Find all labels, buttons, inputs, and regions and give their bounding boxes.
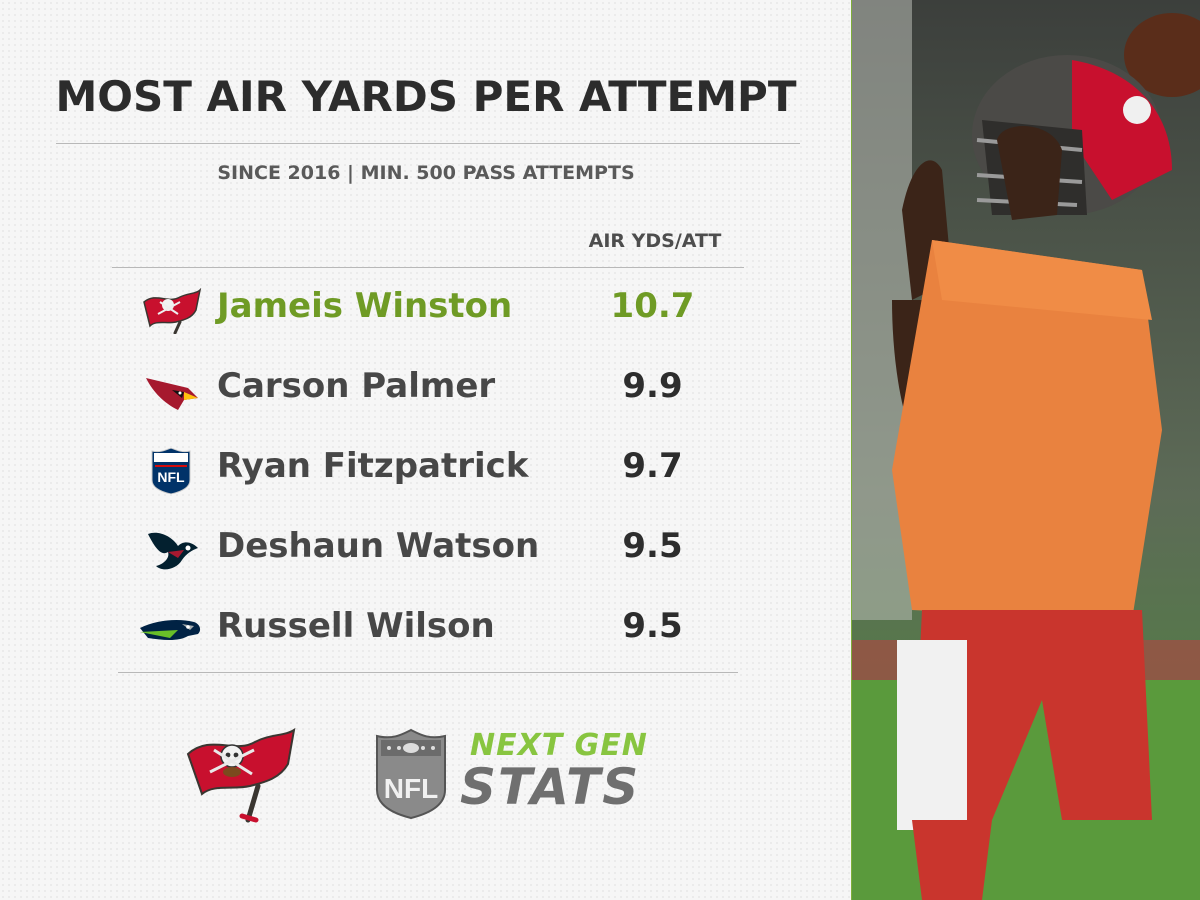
- table-row: Russell Wilson 9.5: [0, 590, 852, 670]
- chart-title: MOST AIR YARDS PER ATTEMPT: [55, 72, 797, 121]
- air-yards-value: 9.9: [622, 366, 683, 406]
- nfl-shield-text: NFL: [384, 773, 438, 804]
- cardinals-head-icon: [138, 368, 204, 414]
- chart-subtitle: SINCE 2016 | MIN. 500 PASS ATTEMPTS: [217, 162, 635, 184]
- player-name: Carson Palmer: [217, 366, 496, 406]
- table-bottom-divider: [118, 672, 738, 673]
- title-divider: [56, 143, 800, 144]
- player-name: Jameis Winston: [217, 286, 513, 326]
- texans-bull-icon: [138, 528, 204, 574]
- column-header: AIR YDS/ATT: [588, 230, 722, 252]
- table-row: Jameis Winston 10.7: [0, 270, 852, 350]
- air-yards-value: 9.5: [622, 526, 683, 566]
- table-row: Deshaun Watson 9.5: [0, 510, 852, 590]
- player-photo: [852, 0, 1200, 900]
- air-yards-value: 9.5: [622, 606, 683, 646]
- svg-text:NFL: NFL: [157, 469, 185, 485]
- buccaneers-flag-icon: [138, 287, 204, 335]
- player-name: Russell Wilson: [217, 606, 495, 646]
- air-yards-value: 10.7: [610, 286, 695, 326]
- table-row: NFL Ryan Fitzpatrick 9.7: [0, 430, 852, 510]
- stats-panel: MOST AIR YARDS PER ATTEMPT SINCE 2016 | …: [0, 0, 852, 900]
- air-yards-value: 9.7: [622, 446, 683, 486]
- nfl-shield-icon: NFL: [138, 447, 204, 495]
- seahawks-head-icon: [138, 608, 204, 654]
- player-name: Deshaun Watson: [217, 526, 540, 566]
- player-name: Ryan Fitzpatrick: [217, 446, 529, 486]
- header-divider: [112, 267, 744, 268]
- table-row: Carson Palmer 9.9: [0, 350, 852, 430]
- stats-label: STATS: [460, 758, 641, 816]
- next-gen-label: NEXT GEN: [470, 728, 648, 763]
- buccaneers-flag-icon: [186, 727, 296, 823]
- nfl-shield-icon: NFL: [376, 728, 446, 820]
